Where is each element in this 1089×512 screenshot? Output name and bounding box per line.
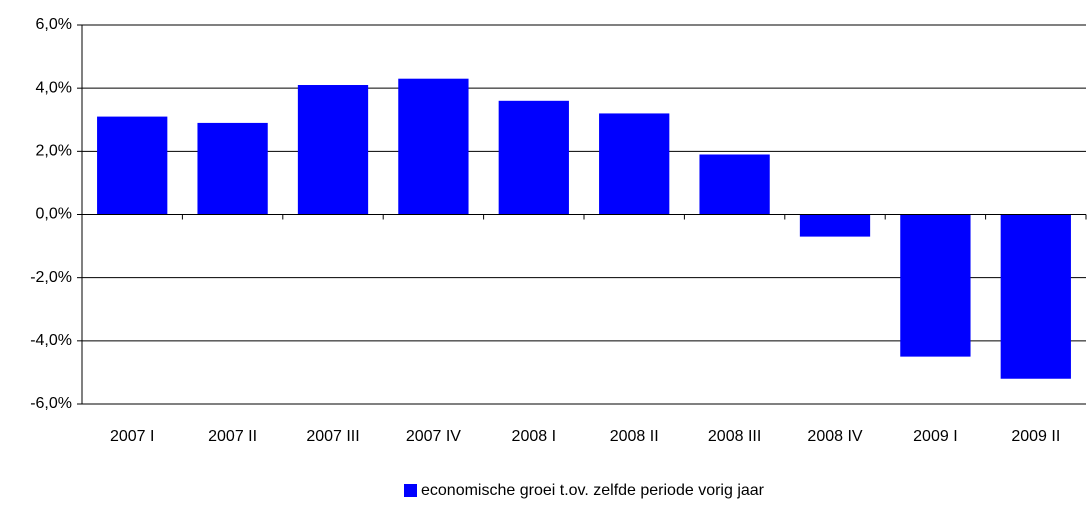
x-tick-label: 2008 III [708, 428, 761, 445]
x-tick-label: 2007 III [306, 428, 359, 445]
bar [799, 214, 871, 237]
bar [398, 78, 469, 215]
y-tick-label: 6,0% [36, 16, 72, 33]
bar [197, 122, 268, 215]
bar [900, 214, 971, 357]
bar [599, 113, 670, 215]
x-tick-label: 2008 I [512, 428, 556, 445]
x-tick-label: 2008 IV [807, 428, 862, 445]
y-tick-label: -6,0% [30, 395, 72, 412]
y-tick-label: 2,0% [36, 143, 72, 160]
x-tick-label: 2009 II [1011, 428, 1060, 445]
bar [1000, 214, 1071, 379]
x-tick-label: 2007 I [110, 428, 154, 445]
x-tick-label: 2007 II [208, 428, 257, 445]
bar [297, 85, 369, 215]
y-tick-label: -4,0% [30, 332, 72, 349]
legend-label: economische groei t.ov. zelfde periode v… [421, 482, 765, 499]
bar [97, 116, 168, 215]
bar [699, 154, 770, 215]
x-tick-label: 2007 IV [406, 428, 461, 445]
y-tick-label: 4,0% [36, 79, 72, 96]
y-tick-label: -2,0% [30, 269, 72, 286]
legend-swatch [404, 484, 417, 497]
x-tick-label: 2009 I [913, 428, 957, 445]
x-tick-label: 2008 II [610, 428, 659, 445]
y-tick-label: 0,0% [36, 206, 72, 223]
bar [498, 100, 569, 215]
